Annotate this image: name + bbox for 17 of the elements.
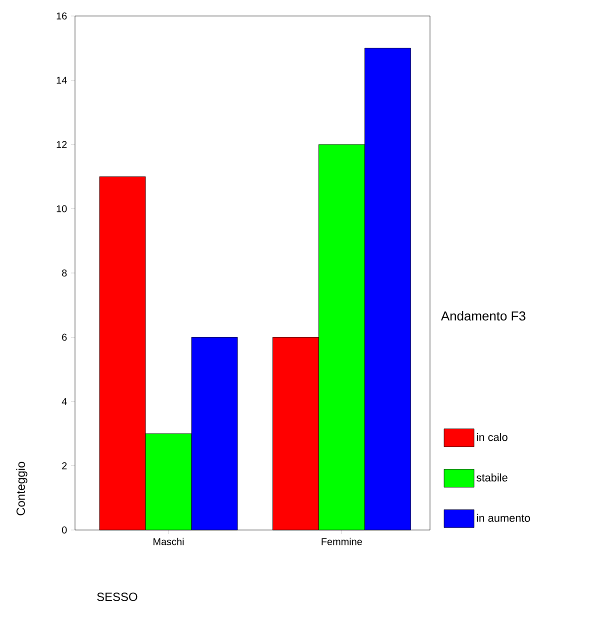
y-tick-label: 2 [62,462,67,470]
x-axis-title: SESSO [97,592,138,602]
y-tick-label: 10 [56,205,67,212]
legend-label: in aumento [476,514,530,522]
y-tick-label: 4 [62,398,67,405]
legend-label: stabile [476,473,508,482]
legend-title: Andamento F3 [440,311,526,321]
y-tick-label: 16 [56,12,67,20]
y-tick-label: 8 [62,269,67,277]
y-axis-title: Conteggio [16,462,28,516]
x-tick-label: Maschi [154,538,184,546]
y-tick-label: 0 [62,526,67,534]
y-tick-label: 6 [62,334,67,341]
legend-label: in calo [476,433,508,442]
x-tick-label: Femmine [322,538,362,546]
y-tick-label: 12 [56,141,67,148]
y-tick-label: 14 [56,76,67,84]
